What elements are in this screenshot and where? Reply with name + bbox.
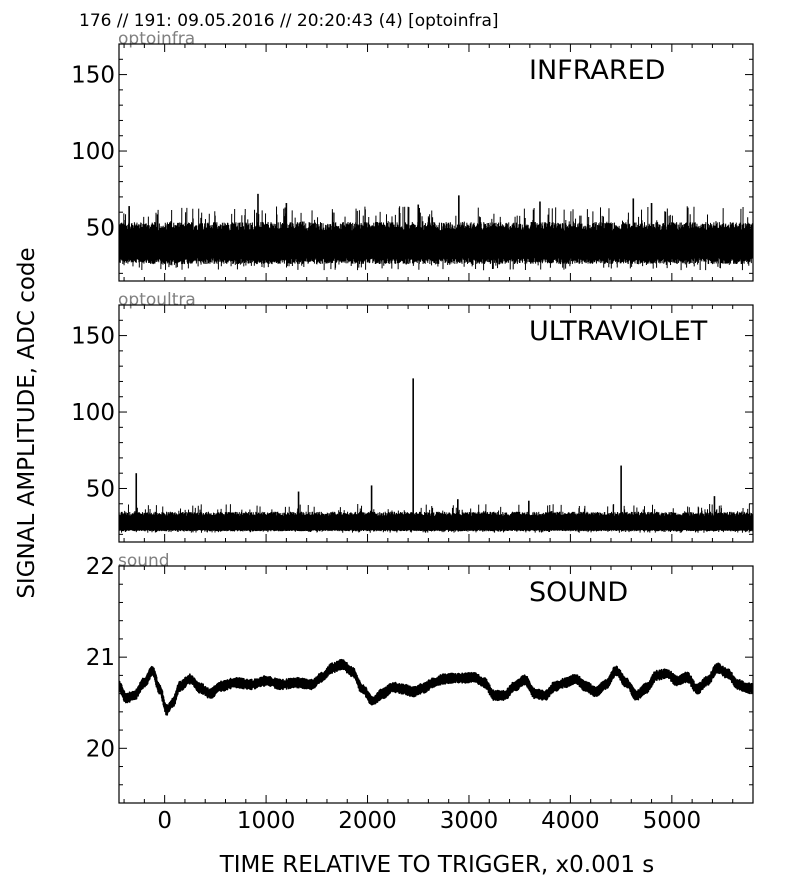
- panel-label-optoultra: optoultra: [118, 290, 196, 310]
- axes-frame: [118, 304, 754, 543]
- y-tick-label: 150: [71, 324, 115, 350]
- y-tick-label: 20: [86, 736, 115, 762]
- axes-frame: [118, 565, 754, 804]
- y-axis-label: SIGNAL AMPLITUDE, ADC code: [14, 247, 40, 598]
- axes-frame: [118, 43, 754, 282]
- x-tick-label: 3000: [440, 808, 499, 834]
- y-tick-label: 50: [86, 476, 115, 502]
- sound-panel: 20 21 22 0 1000 2000 3000 4000 5000 SOUND: [86, 554, 754, 834]
- signal-band: [119, 236, 753, 256]
- y-tick-label: 150: [71, 63, 115, 89]
- x-tick-label: 1000: [237, 808, 296, 834]
- signal-band: [119, 522, 753, 527]
- panel-title: INFRARED: [529, 55, 665, 86]
- panel-title: ULTRAVIOLET: [529, 316, 708, 347]
- x-tick-label: 0: [157, 808, 172, 834]
- panel-label-optoinfra: optoinfra: [118, 29, 195, 49]
- x-tick-label: 5000: [643, 808, 702, 834]
- ultraviolet-panel: 50 100 150 ULTRAVIOLET: [71, 304, 754, 543]
- panel-label-sound: sound: [118, 551, 170, 571]
- x-axis-label: TIME RELATIVE TO TRIGGER, x0.001 s: [219, 852, 655, 878]
- y-tick-label: 21: [86, 645, 115, 671]
- sound-curve: [119, 658, 753, 716]
- series-optoultra: [119, 378, 753, 533]
- y-tick-label: 22: [86, 554, 115, 580]
- header-title: 176 // 191: 09.05.2016 // 20:20:43 (4) […: [79, 11, 499, 31]
- series-sound: [119, 658, 753, 716]
- y-tick-label: 100: [71, 139, 115, 165]
- y-tick-label: 100: [71, 400, 115, 426]
- y-tick-label: 50: [86, 215, 115, 241]
- x-tick-label: 4000: [541, 808, 600, 834]
- infrared-panel: 50 100 150 INFRARED: [71, 43, 754, 282]
- series-optoinfra: [119, 193, 753, 271]
- panel-title: SOUND: [529, 577, 628, 608]
- x-tick-label: 2000: [338, 808, 397, 834]
